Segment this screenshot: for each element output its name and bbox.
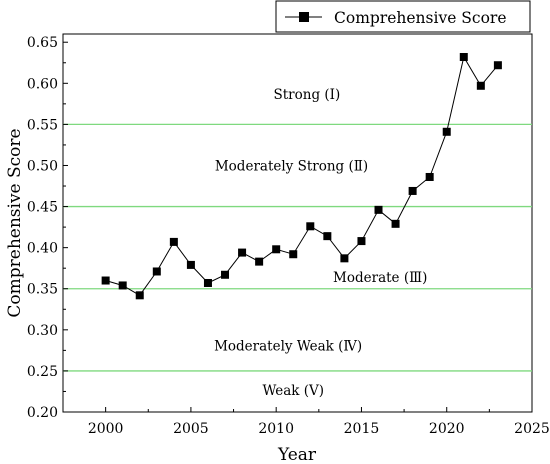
data-point-marker bbox=[101, 276, 110, 285]
x-tick-label: 2000 bbox=[88, 421, 124, 437]
series-group bbox=[101, 53, 502, 300]
data-point-marker bbox=[357, 237, 366, 246]
data-point-marker bbox=[169, 237, 178, 246]
series-line bbox=[105, 55, 499, 296]
zone-label: Strong (Ⅰ) bbox=[274, 87, 341, 103]
x-tick-label: 2020 bbox=[429, 421, 465, 437]
x-tick-label: 2005 bbox=[173, 421, 209, 437]
legend-marker-icon bbox=[299, 12, 309, 22]
y-axis-title: Comprehensive Score bbox=[5, 128, 25, 317]
data-point-marker bbox=[152, 267, 161, 276]
x-tick-label: 2025 bbox=[514, 421, 550, 437]
data-point-marker bbox=[459, 53, 468, 62]
y-tick-label: 0.25 bbox=[27, 364, 58, 380]
data-point-marker bbox=[425, 172, 434, 181]
y-tick-label: 0.40 bbox=[27, 241, 58, 257]
y-tick-label: 0.45 bbox=[27, 200, 58, 216]
y-tick-label: 0.30 bbox=[27, 323, 58, 339]
legend-label: Comprehensive Score bbox=[334, 9, 507, 27]
data-point-marker bbox=[391, 219, 400, 228]
zone-labels: Strong (Ⅰ) Moderately Strong (Ⅱ) Moderate … bbox=[214, 87, 427, 399]
y-tick-label: 0.60 bbox=[27, 76, 58, 92]
data-point-marker bbox=[135, 291, 144, 300]
x-tick-label: 2015 bbox=[344, 421, 380, 437]
plot-frame bbox=[62, 33, 533, 413]
y-tick-label: 0.65 bbox=[27, 35, 58, 51]
legend: Comprehensive Score bbox=[275, 0, 531, 33]
data-point-marker bbox=[476, 81, 485, 90]
data-point-marker bbox=[306, 222, 315, 231]
data-point-marker bbox=[118, 281, 127, 290]
x-axis-title: Year bbox=[277, 445, 317, 464]
zone-label: Moderately Strong (Ⅱ) bbox=[215, 158, 368, 174]
data-point-marker bbox=[493, 61, 502, 70]
zone-label: Moderately Weak (Ⅳ) bbox=[214, 338, 362, 354]
data-point-marker bbox=[323, 232, 332, 241]
data-point-marker bbox=[221, 270, 230, 279]
data-point-marker bbox=[255, 257, 264, 266]
x-tick-label: 2010 bbox=[258, 421, 294, 437]
zone-label: Weak (Ⅴ) bbox=[262, 383, 324, 399]
axes: 0.20 0.25 0.30 0.35 0.40 0.45 0.50 0.55 0.60 0.65… bbox=[27, 35, 550, 437]
data-point-marker bbox=[408, 186, 417, 195]
data-point-marker bbox=[374, 205, 383, 214]
y-tick-label: 0.55 bbox=[27, 117, 58, 133]
reference-lines bbox=[63, 123, 532, 372]
data-point-marker bbox=[186, 260, 195, 269]
y-tick-label: 0.35 bbox=[27, 282, 58, 298]
data-point-marker bbox=[340, 254, 349, 263]
data-point-marker bbox=[238, 248, 247, 257]
data-point-marker bbox=[203, 278, 212, 287]
y-tick-label: 0.50 bbox=[27, 158, 58, 174]
data-point-marker bbox=[442, 127, 451, 136]
zone-label: Moderate (Ⅲ) bbox=[333, 270, 427, 286]
data-point-marker bbox=[272, 245, 281, 254]
data-point-marker bbox=[289, 250, 298, 259]
y-tick-label: 0.20 bbox=[27, 405, 58, 421]
